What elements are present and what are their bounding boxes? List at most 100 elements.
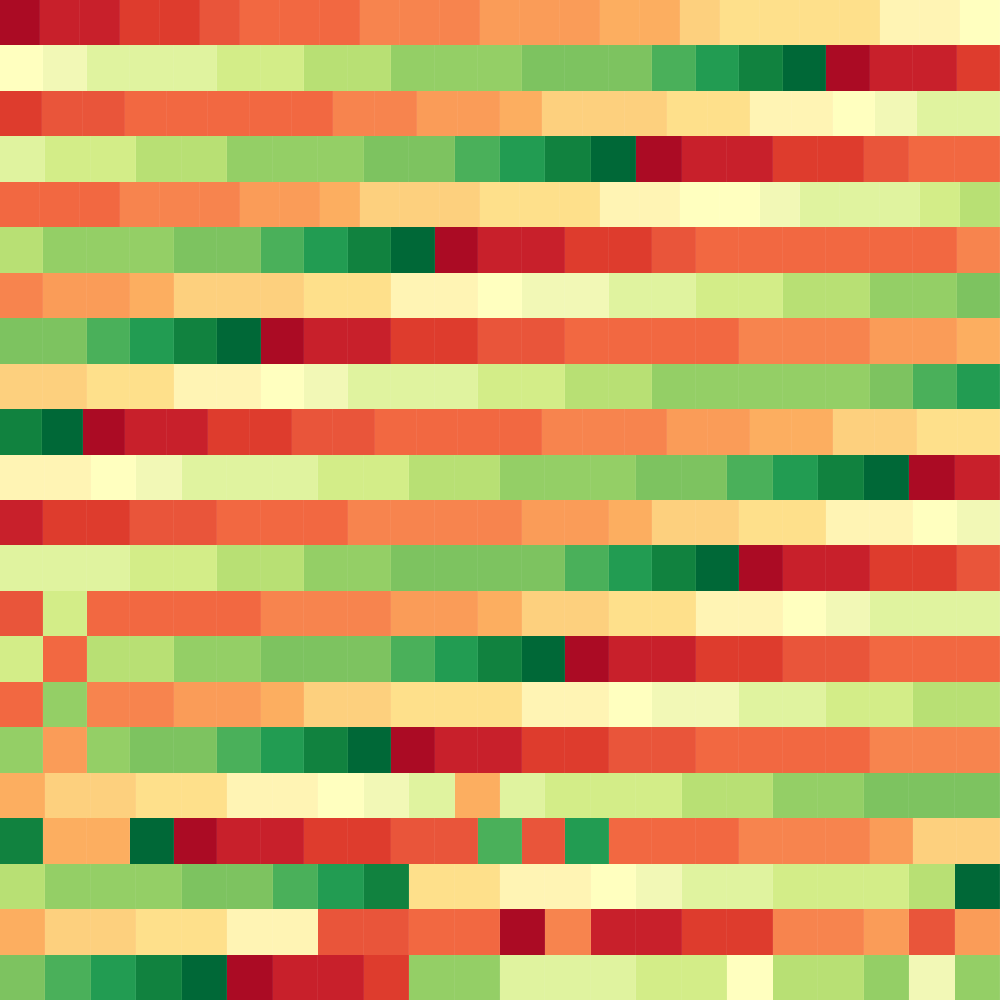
color-tile bbox=[391, 818, 435, 864]
color-tile bbox=[609, 545, 652, 591]
color-tile bbox=[167, 91, 208, 136]
color-tile bbox=[636, 455, 682, 500]
color-tile bbox=[182, 864, 227, 909]
color-tile bbox=[348, 591, 391, 636]
color-tile bbox=[480, 182, 520, 227]
color-tile bbox=[880, 182, 920, 227]
color-tile bbox=[0, 136, 45, 182]
color-tile bbox=[750, 91, 792, 136]
color-tile bbox=[680, 182, 720, 227]
color-tile bbox=[913, 727, 957, 773]
color-tile bbox=[318, 955, 364, 1000]
color-tile bbox=[391, 500, 435, 545]
color-tile bbox=[80, 0, 120, 45]
color-tile bbox=[182, 955, 227, 1000]
color-tile bbox=[273, 455, 318, 500]
color-tile bbox=[773, 864, 818, 909]
color-tile bbox=[560, 0, 600, 45]
color-tile bbox=[42, 409, 83, 455]
color-tile bbox=[0, 0, 40, 45]
color-tile bbox=[320, 182, 360, 227]
color-tile bbox=[136, 455, 182, 500]
color-tile bbox=[920, 0, 960, 45]
color-tile bbox=[87, 45, 130, 91]
color-tile bbox=[864, 955, 909, 1000]
color-tile bbox=[522, 500, 565, 545]
color-tile bbox=[409, 955, 455, 1000]
color-tile bbox=[83, 409, 125, 455]
color-tile bbox=[91, 455, 136, 500]
color-tile bbox=[565, 500, 609, 545]
color-tile bbox=[261, 818, 304, 864]
color-tile bbox=[130, 273, 174, 318]
color-tile bbox=[435, 500, 478, 545]
color-tile bbox=[696, 500, 739, 545]
color-tile bbox=[957, 318, 1000, 364]
color-tile bbox=[565, 591, 609, 636]
color-tile bbox=[500, 864, 545, 909]
color-tile bbox=[80, 182, 120, 227]
color-tile bbox=[826, 636, 870, 682]
color-tile bbox=[478, 636, 522, 682]
color-tile bbox=[667, 91, 708, 136]
color-tile bbox=[826, 727, 870, 773]
color-tile bbox=[818, 136, 864, 182]
color-tile bbox=[435, 318, 478, 364]
color-tile bbox=[625, 91, 667, 136]
color-tile bbox=[45, 455, 91, 500]
color-tile bbox=[913, 318, 957, 364]
color-tile bbox=[304, 318, 348, 364]
color-tile bbox=[773, 773, 818, 818]
color-tile bbox=[957, 227, 1000, 273]
color-tile bbox=[565, 636, 609, 682]
color-tile bbox=[826, 227, 870, 273]
color-tile bbox=[391, 682, 435, 727]
color-tile bbox=[43, 500, 87, 545]
color-tile bbox=[783, 273, 826, 318]
color-tile bbox=[636, 864, 682, 909]
color-tile bbox=[682, 136, 727, 182]
color-tile bbox=[87, 727, 130, 773]
color-tile bbox=[0, 364, 43, 409]
color-tile bbox=[833, 409, 875, 455]
color-tile bbox=[636, 773, 682, 818]
color-tile bbox=[0, 636, 43, 682]
color-tile bbox=[182, 455, 227, 500]
color-tile bbox=[783, 591, 826, 636]
color-tile bbox=[318, 455, 364, 500]
color-tile bbox=[783, 318, 826, 364]
color-tile bbox=[182, 909, 227, 955]
color-tile bbox=[435, 227, 478, 273]
color-tile bbox=[696, 318, 739, 364]
color-tile bbox=[957, 682, 1000, 727]
color-tile bbox=[0, 864, 45, 909]
color-tile bbox=[391, 545, 435, 591]
color-tile bbox=[870, 545, 913, 591]
color-tile bbox=[261, 727, 304, 773]
color-tile bbox=[913, 364, 957, 409]
color-tile bbox=[304, 273, 348, 318]
color-tile bbox=[909, 773, 955, 818]
color-tile bbox=[696, 682, 739, 727]
color-tile bbox=[478, 818, 522, 864]
color-tile bbox=[565, 273, 609, 318]
color-tile bbox=[545, 773, 591, 818]
color-tile bbox=[136, 864, 182, 909]
color-tile bbox=[130, 500, 174, 545]
color-tile bbox=[818, 773, 864, 818]
color-tile bbox=[304, 500, 348, 545]
color-tile bbox=[957, 45, 1000, 91]
color-tile bbox=[870, 273, 913, 318]
color-tile bbox=[174, 45, 217, 91]
color-tile bbox=[840, 0, 880, 45]
color-tile bbox=[348, 318, 391, 364]
color-tile bbox=[43, 545, 87, 591]
color-tile bbox=[720, 182, 760, 227]
color-tile bbox=[640, 182, 680, 227]
color-tile bbox=[652, 500, 696, 545]
color-tile bbox=[682, 864, 727, 909]
color-tile bbox=[130, 227, 174, 273]
color-tile bbox=[261, 682, 304, 727]
color-tile bbox=[522, 682, 565, 727]
color-tile bbox=[826, 273, 870, 318]
